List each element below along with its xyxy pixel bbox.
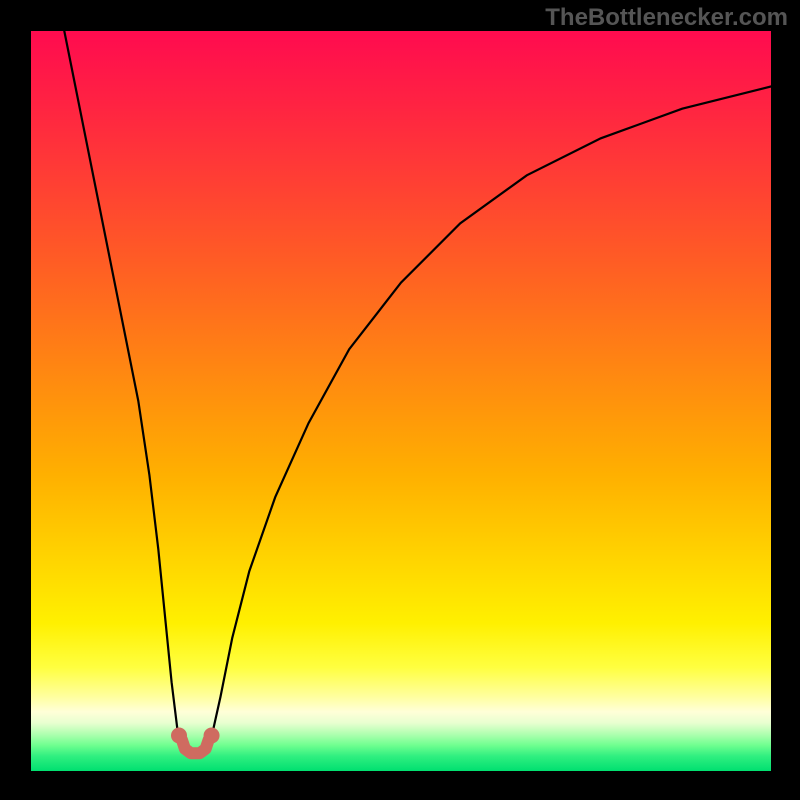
plot-area [31,31,771,771]
watermark-text: TheBottlenecker.com [545,4,788,32]
gradient-background [31,31,771,771]
chart-container: TheBottlenecker.com [0,0,800,800]
valley-marker-1 [204,727,220,743]
valley-marker-0 [171,727,187,743]
